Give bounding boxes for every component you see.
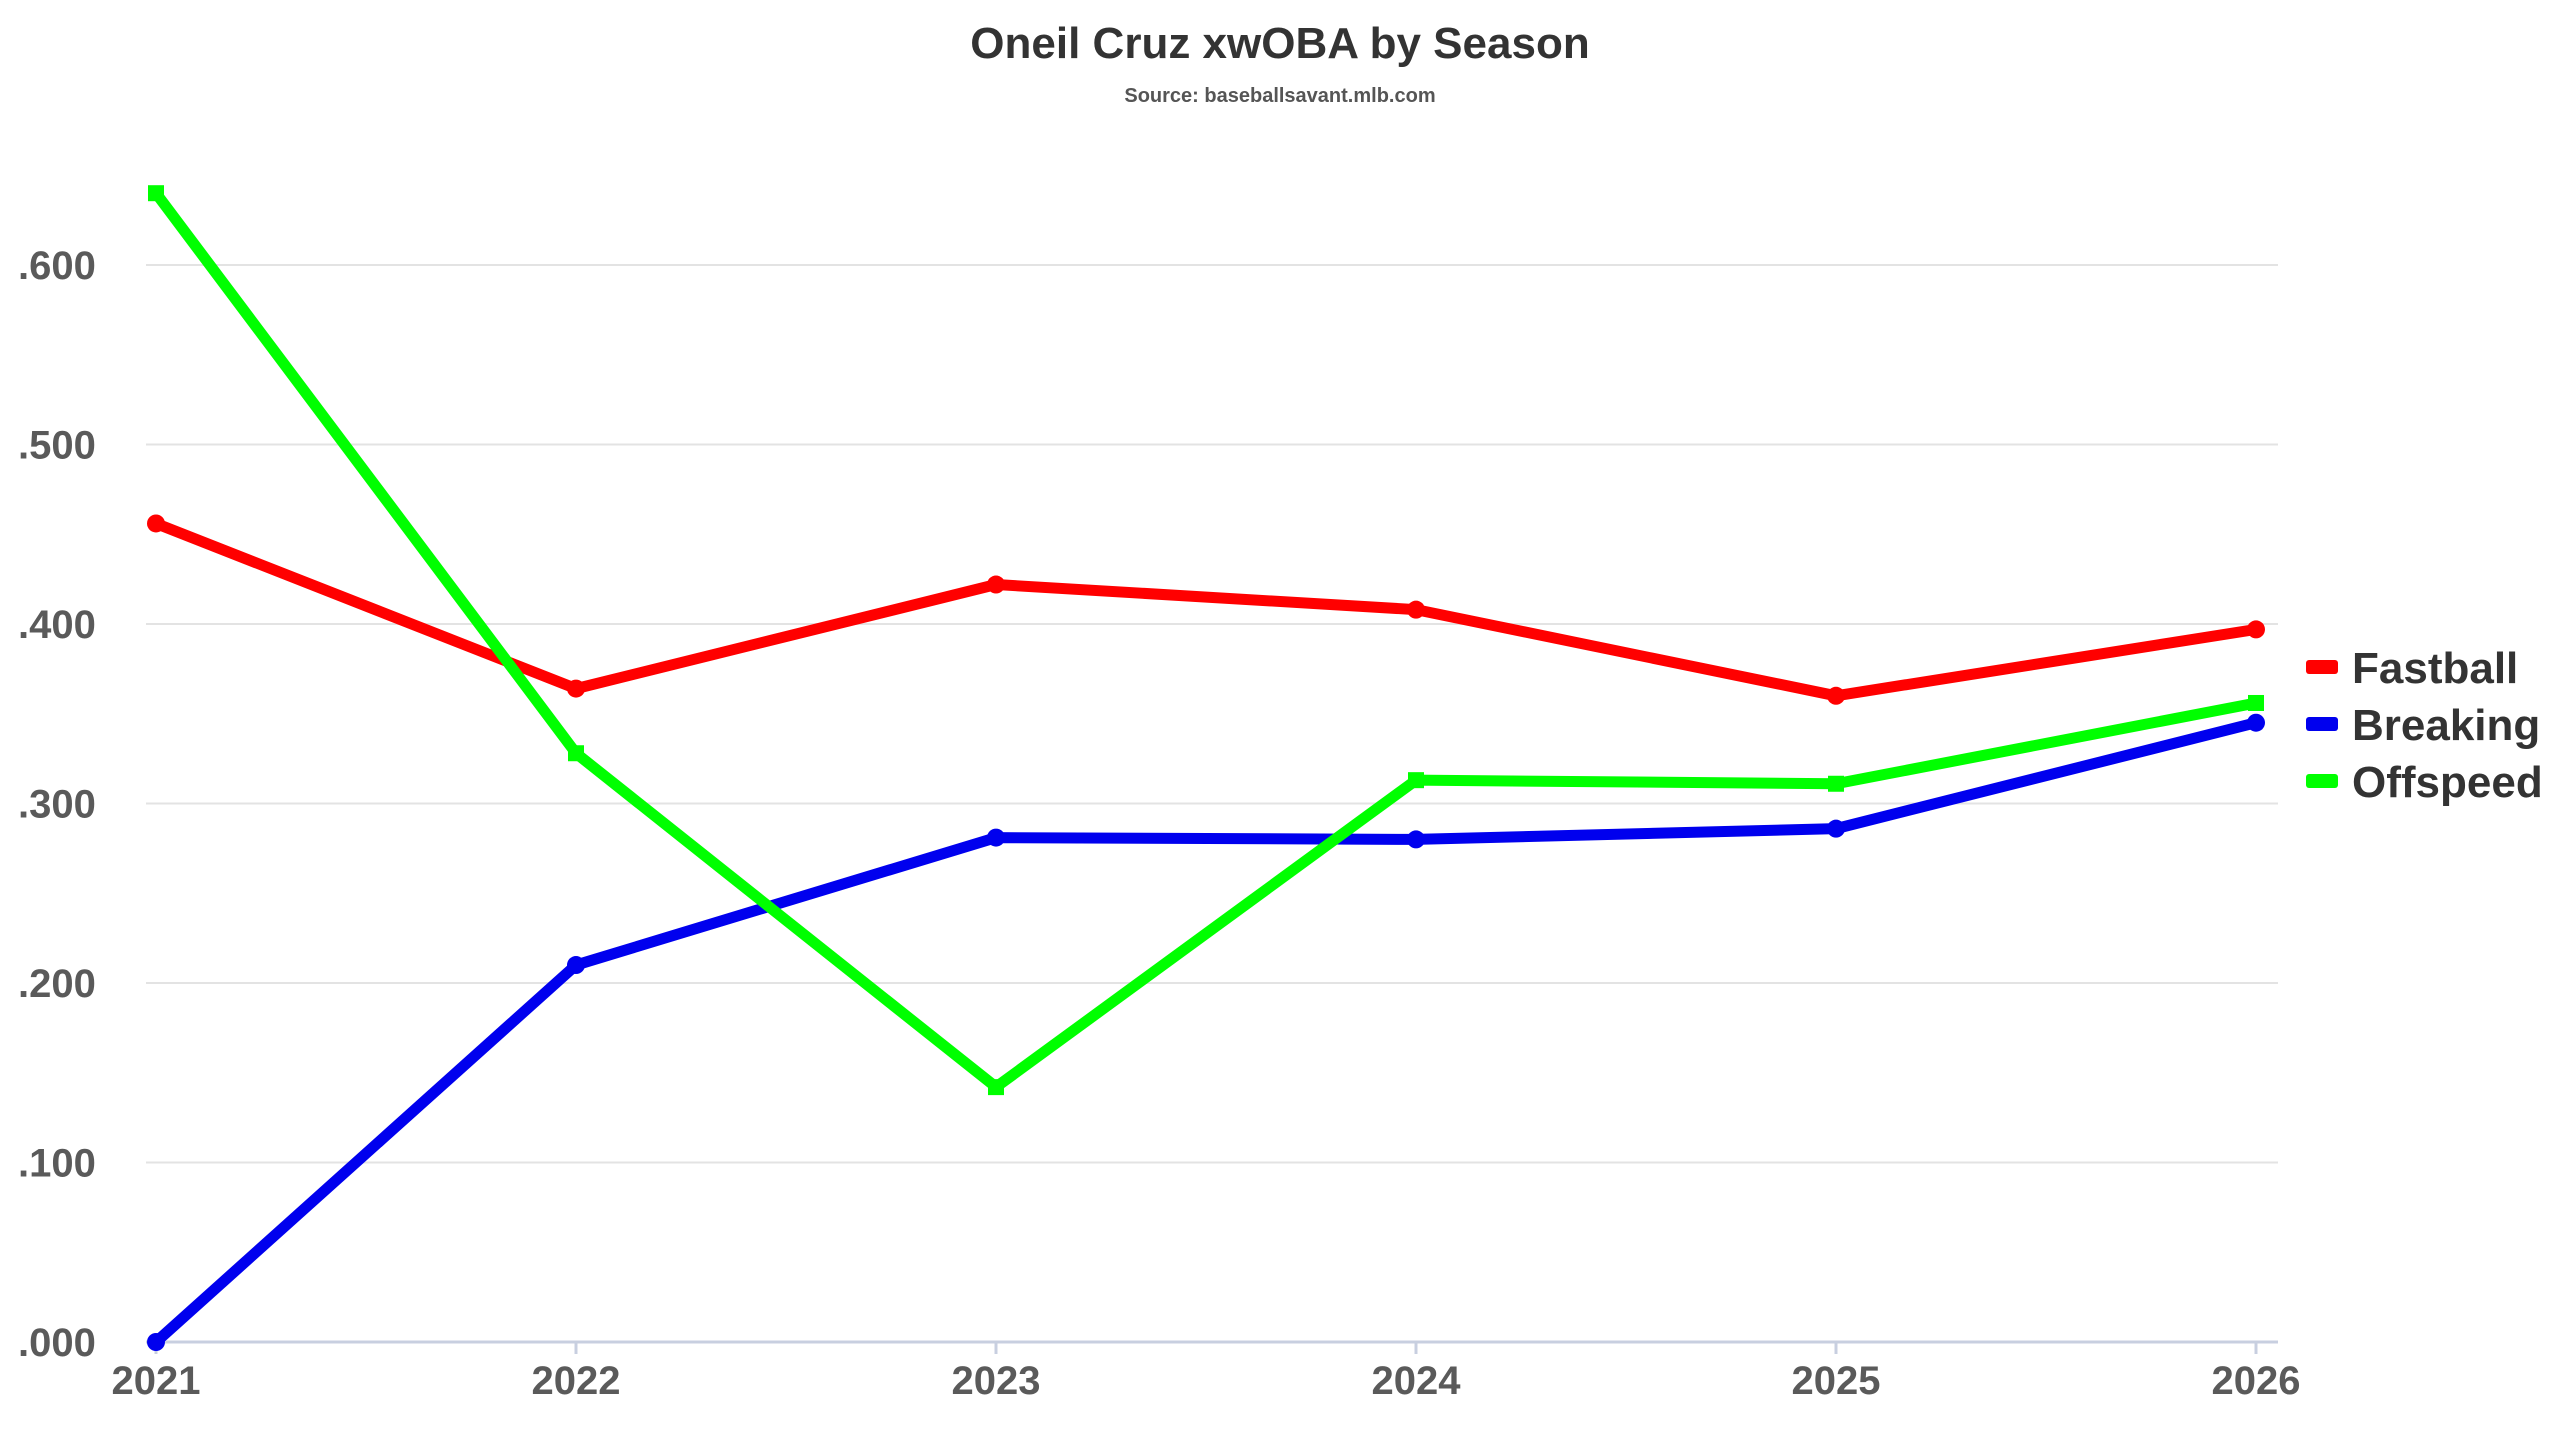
series-line-offspeed <box>151 189 2258 1093</box>
y-tick-label: .100 <box>18 1142 96 1186</box>
series-breaking <box>147 713 2265 1351</box>
data-point <box>1827 686 1845 705</box>
data-point <box>1827 819 1845 838</box>
data-point <box>988 1079 1004 1096</box>
series-offspeed <box>148 185 2264 1096</box>
data-point <box>147 1333 165 1351</box>
data-point <box>987 828 1005 847</box>
x-tick-label: 2024 <box>1372 1359 1462 1403</box>
gridlines <box>146 264 2278 1344</box>
legend-swatch-offspeed <box>2306 774 2338 788</box>
y-tick-label: .500 <box>18 424 96 468</box>
data-point <box>567 679 585 698</box>
x-tick-label: 2025 <box>1792 1359 1881 1403</box>
data-point <box>2248 694 2264 711</box>
data-point <box>1408 772 1424 789</box>
chart-title: Oneil Cruz xwOBA by Season <box>970 19 1589 68</box>
data-point <box>2247 620 2265 639</box>
x-tick-label: 2026 <box>2212 1359 2301 1403</box>
legend-label-breaking: Breaking <box>2352 701 2540 750</box>
x-tick-label: 2023 <box>952 1359 1041 1403</box>
data-point <box>148 185 164 202</box>
legend-label-offspeed: Offspeed <box>2352 758 2543 807</box>
legend-swatch-breaking <box>2306 717 2338 731</box>
chart-subtitle: Source: baseballsavant.mlb.com <box>1124 85 1435 107</box>
data-point <box>567 956 585 975</box>
legend-label-fastball: Fastball <box>2352 644 2518 693</box>
data-point <box>147 514 165 533</box>
series-lines <box>147 185 2265 1351</box>
data-point <box>2247 713 2265 732</box>
data-point <box>568 745 584 762</box>
data-point <box>987 575 1005 594</box>
x-axis: 2021 2022 2023 2024 2025 2026 <box>112 1342 2301 1403</box>
y-tick-label: .200 <box>18 962 96 1006</box>
data-point <box>1407 830 1425 849</box>
x-tick-label: 2021 <box>112 1359 201 1403</box>
y-tick-label: .300 <box>18 783 96 827</box>
legend: Fastball Breaking Offspeed <box>2306 644 2543 807</box>
x-tick-label: 2022 <box>532 1359 621 1403</box>
legend-swatch-fastball <box>2306 660 2338 674</box>
data-point <box>1828 775 1844 792</box>
y-tick-label: .400 <box>18 603 96 647</box>
y-tick-label: .600 <box>18 244 96 288</box>
series-line-breaking <box>152 717 2258 1347</box>
y-tick-label: .000 <box>18 1321 96 1365</box>
y-axis: .000 .100 .200 .300 .400 .500 .600 <box>18 244 96 1365</box>
data-point <box>1407 600 1425 619</box>
